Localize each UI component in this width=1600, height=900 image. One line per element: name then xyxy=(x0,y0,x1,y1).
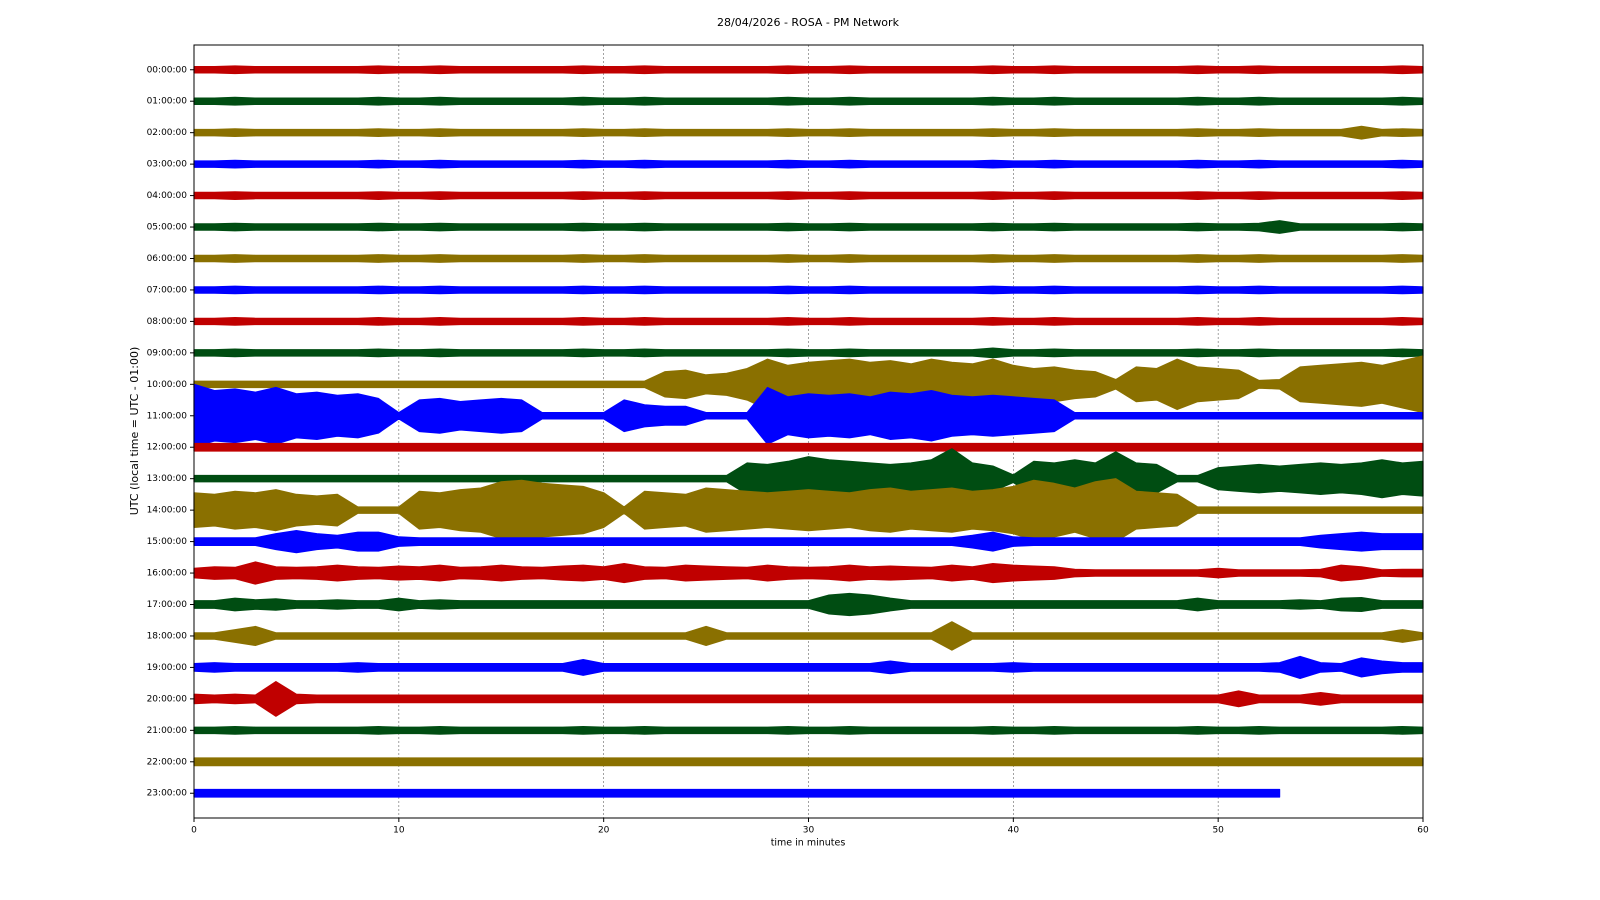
x-tick-label: 0 xyxy=(191,826,197,836)
x-tick-label: 30 xyxy=(803,826,815,836)
trace xyxy=(193,254,1424,263)
y-tick-label: 19:00:00 xyxy=(147,663,188,673)
y-tick-label: 10:00:00 xyxy=(147,380,188,390)
y-tick-label: 04:00:00 xyxy=(147,191,188,201)
y-tick-label: 06:00:00 xyxy=(147,254,188,264)
trace xyxy=(193,191,1424,200)
x-tick-label: 20 xyxy=(598,826,610,836)
y-tick-label: 16:00:00 xyxy=(147,569,188,579)
y-tick-label: 08:00:00 xyxy=(147,317,188,327)
trace xyxy=(193,757,1424,767)
y-tick-label: 13:00:00 xyxy=(147,474,188,484)
y-tick-label: 21:00:00 xyxy=(147,726,188,736)
y-tick-label: 09:00:00 xyxy=(147,348,188,358)
y-tick-label: 05:00:00 xyxy=(147,223,188,233)
chart-title: 28/04/2026 - ROSA - PM Network xyxy=(717,16,900,29)
trace xyxy=(193,788,1281,798)
y-tick-label: 12:00:00 xyxy=(147,443,188,453)
y-tick-label: 23:00:00 xyxy=(147,789,188,799)
axes: 0 10 20 30 40 50 60 00:00:00 01:00:00 02:00:00 03:… xyxy=(147,65,1429,835)
trace xyxy=(193,442,1424,452)
y-tick-label: 11:00:00 xyxy=(147,411,188,421)
plot-frame xyxy=(193,44,1424,819)
trace xyxy=(193,347,1424,359)
trace xyxy=(193,65,1424,75)
y-tick-label: 01:00:00 xyxy=(147,97,188,107)
y-tick-label: 07:00:00 xyxy=(147,285,188,295)
x-axis-label: time in minutes xyxy=(771,838,846,849)
x-tick-label: 50 xyxy=(1212,826,1224,836)
trace xyxy=(193,317,1424,326)
y-tick-label: 02:00:00 xyxy=(147,128,188,138)
trace xyxy=(193,285,1424,295)
x-tick-label: 60 xyxy=(1417,826,1429,836)
trace xyxy=(193,726,1424,735)
y-tick-label: 20:00:00 xyxy=(147,694,188,704)
y-tick-label: 18:00:00 xyxy=(147,631,188,641)
trace xyxy=(193,96,1424,106)
x-tick-label: 10 xyxy=(393,826,405,836)
y-axis-label: UTC (local time = UTC - 01:00) xyxy=(128,347,141,516)
y-tick-label: 15:00:00 xyxy=(147,537,188,547)
y-tick-label: 14:00:00 xyxy=(147,506,188,516)
y-tick-label: 03:00:00 xyxy=(147,160,188,170)
y-tick-label: 00:00:00 xyxy=(147,65,188,75)
y-tick-label: 17:00:00 xyxy=(147,600,188,610)
y-tick-label: 22:00:00 xyxy=(147,757,188,767)
x-tick-label: 40 xyxy=(1008,826,1020,836)
trace xyxy=(193,159,1424,169)
